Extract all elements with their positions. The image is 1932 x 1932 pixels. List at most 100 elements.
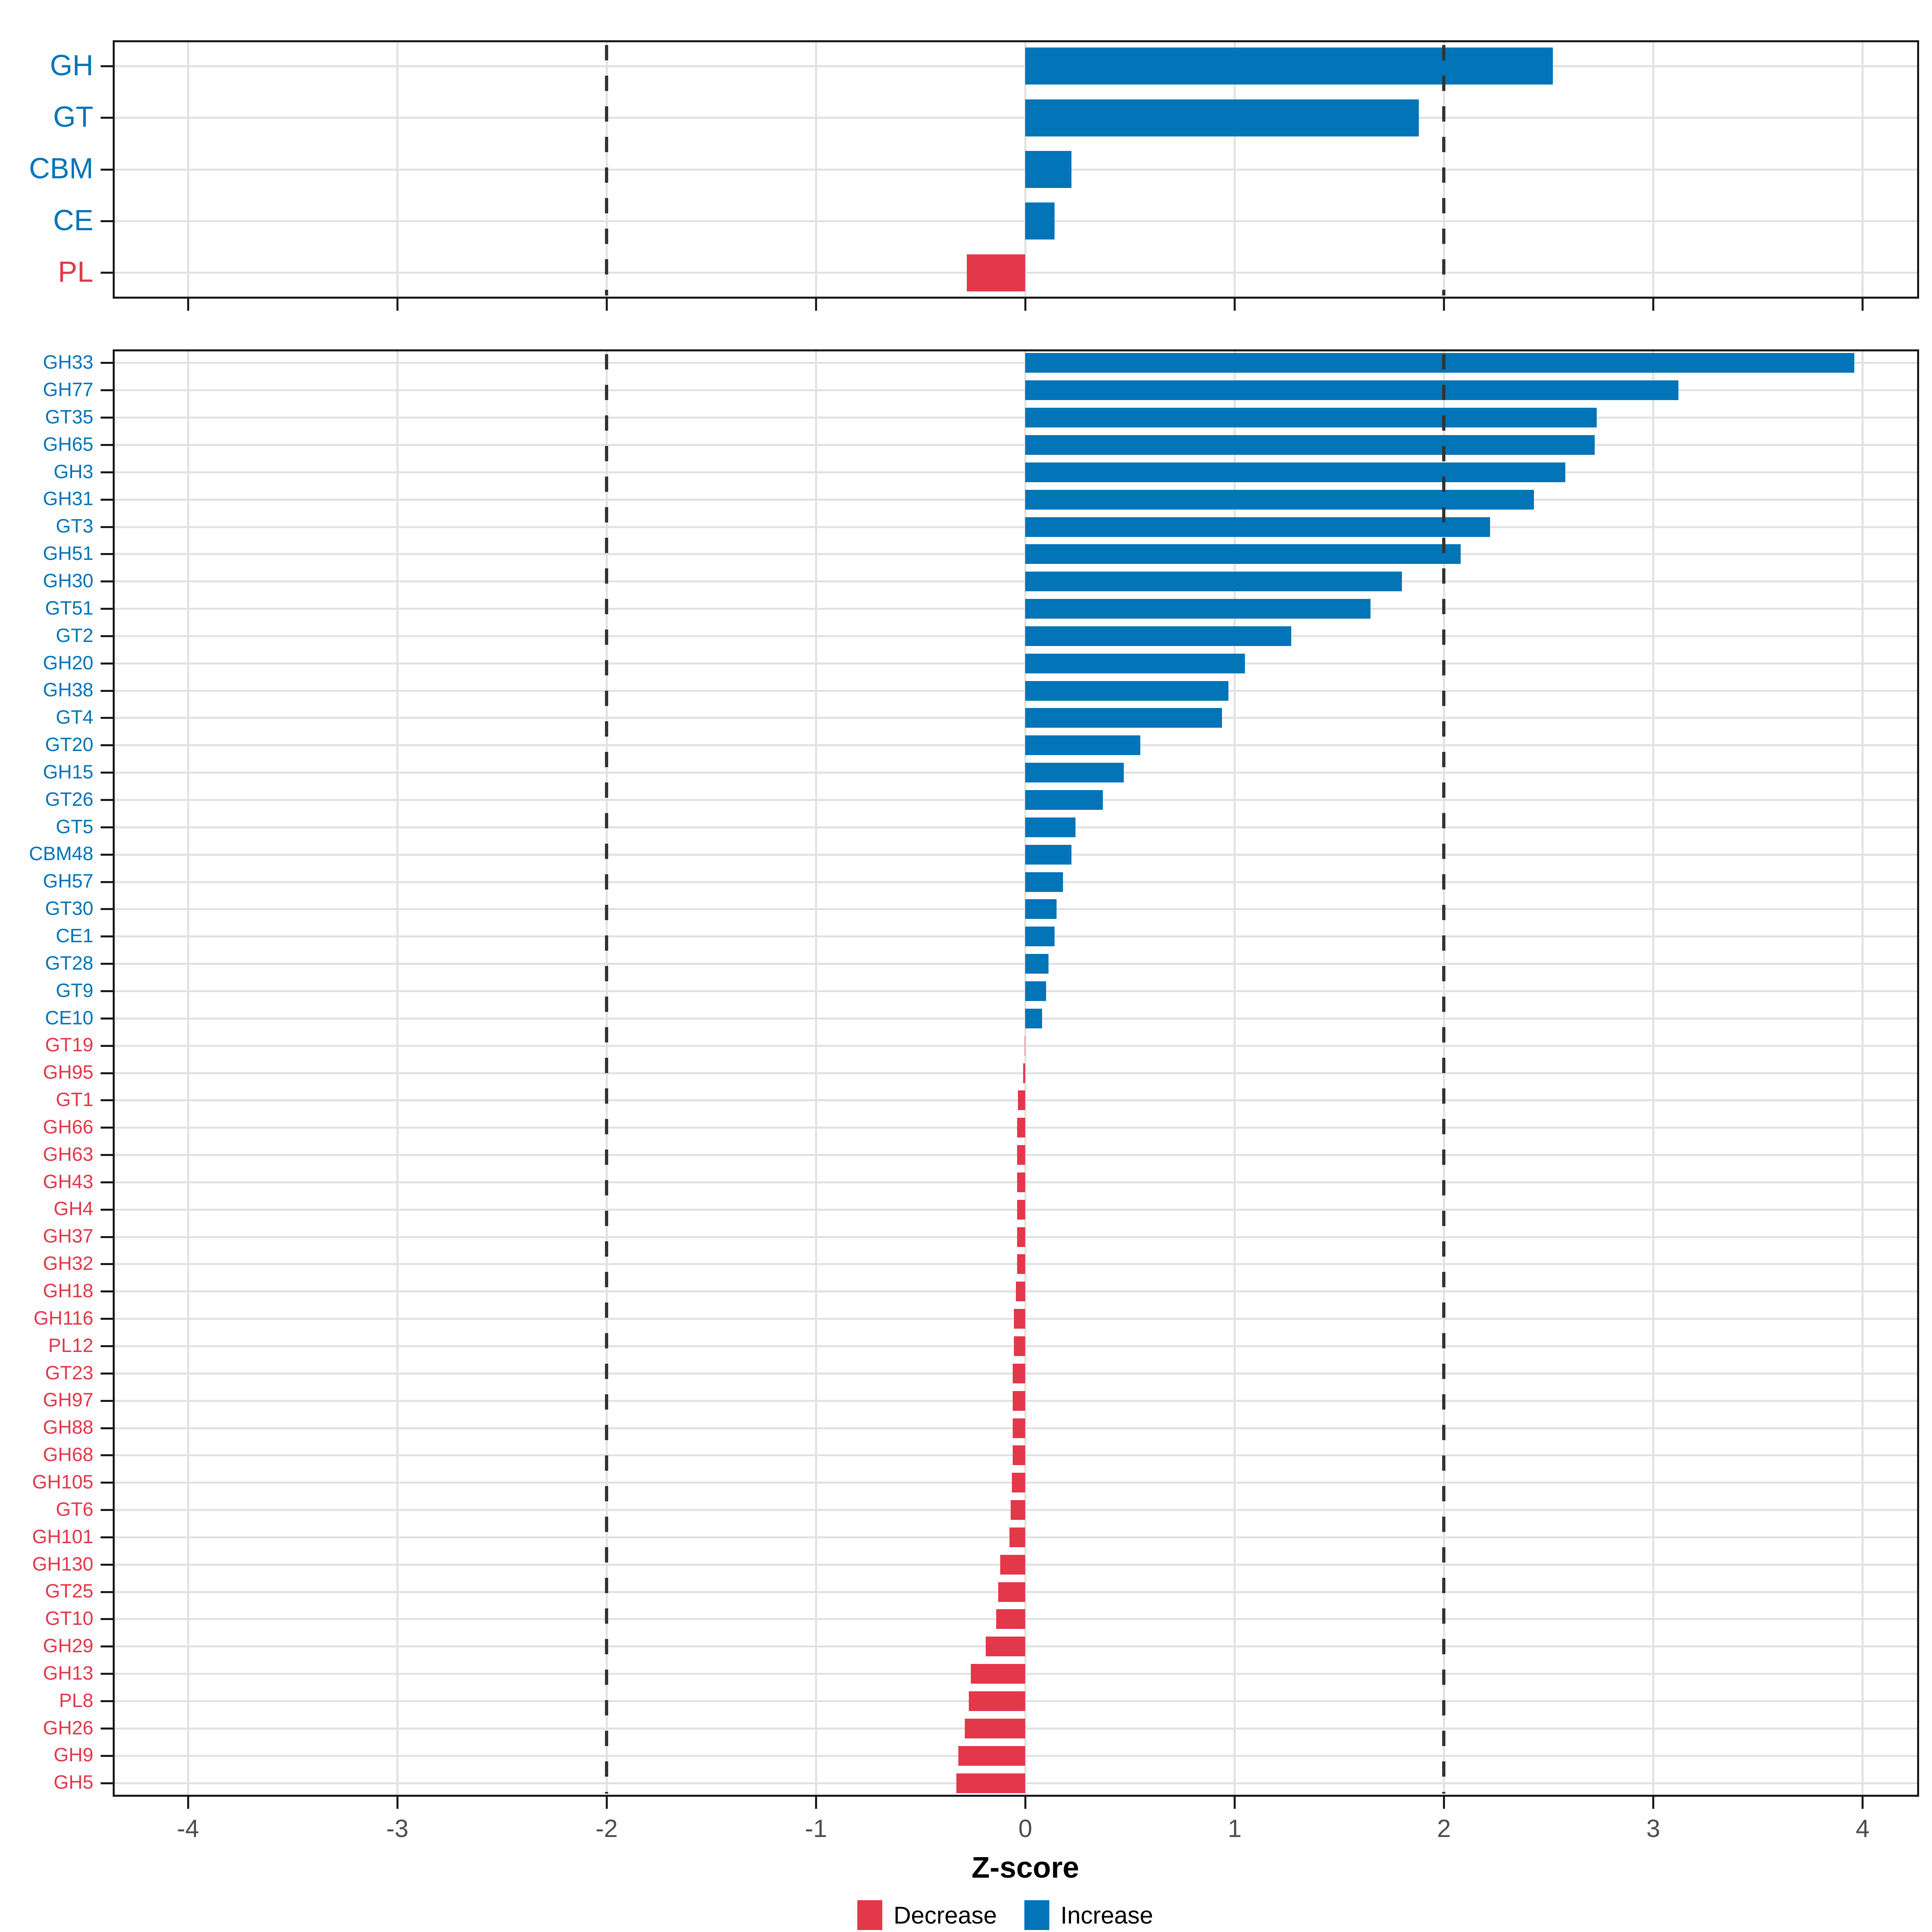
gridline-horizontal bbox=[113, 1099, 1919, 1102]
bar-CE bbox=[1025, 202, 1055, 240]
x-axis-tick bbox=[815, 299, 817, 311]
gridline-horizontal bbox=[113, 553, 1919, 555]
gridline-horizontal bbox=[113, 117, 1919, 119]
y-axis-tick bbox=[101, 1700, 113, 1703]
y-axis-tick bbox=[101, 990, 113, 992]
gridline-horizontal bbox=[113, 963, 1919, 965]
y-axis-tick bbox=[101, 1345, 113, 1347]
y-axis-tick bbox=[101, 1727, 113, 1730]
bar-GT10 bbox=[996, 1609, 1026, 1629]
y-axis-tick bbox=[101, 1618, 113, 1620]
bar-PL8 bbox=[968, 1691, 1026, 1711]
reference-line-dash bbox=[605, 1425, 609, 1440]
bar-GH88 bbox=[1013, 1418, 1026, 1438]
legend-swatch-decrease bbox=[857, 1900, 882, 1930]
y-axis-label-GH116: GH116 bbox=[33, 1307, 93, 1329]
reference-line-dash bbox=[1442, 721, 1446, 737]
reference-line-dash bbox=[605, 599, 609, 614]
bar-GH15 bbox=[1025, 763, 1124, 783]
y-axis-tick bbox=[101, 908, 113, 910]
reference-line-dash bbox=[1442, 844, 1446, 859]
reference-line-dash bbox=[1442, 1058, 1446, 1073]
reference-line-dash bbox=[605, 813, 609, 828]
gridline-horizontal bbox=[113, 881, 1919, 883]
y-axis-tick bbox=[101, 444, 113, 446]
reference-line-dash bbox=[1442, 1180, 1446, 1195]
bar-GH20 bbox=[1025, 653, 1245, 673]
y-axis-tick bbox=[101, 272, 113, 274]
reference-line-dash bbox=[1442, 290, 1446, 295]
reference-line-dash bbox=[605, 1517, 609, 1532]
y-axis-tick bbox=[101, 772, 113, 774]
y-axis-tick bbox=[101, 117, 113, 119]
y-axis-label-GT6: GT6 bbox=[56, 1499, 93, 1520]
gridline-horizontal bbox=[113, 744, 1919, 747]
y-axis-tick bbox=[101, 1208, 113, 1211]
y-axis-tick bbox=[101, 417, 113, 419]
bar-GT20 bbox=[1025, 735, 1141, 755]
reference-line-dash bbox=[605, 1119, 609, 1134]
x-tick-label-4: 4 bbox=[1856, 1815, 1870, 1843]
reference-line-dash bbox=[1442, 45, 1446, 60]
y-axis-label-GT2: GT2 bbox=[56, 625, 93, 646]
y-axis-label-GH66: GH66 bbox=[43, 1116, 93, 1138]
gridline-horizontal bbox=[113, 1072, 1919, 1074]
reference-line-dash bbox=[605, 1792, 609, 1794]
y-axis-label-GH31: GH31 bbox=[43, 488, 93, 510]
y-axis-tick bbox=[101, 1154, 113, 1156]
y-axis-tick bbox=[101, 526, 113, 528]
reference-line-dash bbox=[605, 997, 609, 1012]
y-axis-label-CE: CE bbox=[53, 204, 93, 237]
reference-line-dash bbox=[605, 1027, 609, 1042]
reference-line-dash bbox=[605, 259, 609, 275]
y-axis-tick bbox=[101, 1290, 113, 1293]
reference-line-dash bbox=[1442, 1027, 1446, 1042]
y-axis-label-PL8: PL8 bbox=[59, 1690, 93, 1711]
bar-GH5 bbox=[956, 1773, 1026, 1793]
gridline-horizontal bbox=[113, 220, 1919, 222]
reference-line-dash bbox=[605, 446, 609, 461]
reference-line-dash bbox=[605, 1272, 609, 1287]
reference-line-dash bbox=[1442, 1455, 1446, 1471]
reference-line-dash bbox=[605, 1058, 609, 1073]
reference-line-dash bbox=[1442, 1639, 1446, 1654]
reference-line-dash bbox=[605, 1150, 609, 1165]
x-axis-tick bbox=[396, 1797, 398, 1809]
reference-line-dash bbox=[1442, 1761, 1446, 1777]
reference-line-dash bbox=[1442, 997, 1446, 1012]
y-axis-tick bbox=[101, 1127, 113, 1129]
y-axis-tick bbox=[101, 935, 113, 938]
reference-line-dash bbox=[605, 874, 609, 890]
reference-line-dash bbox=[1442, 935, 1446, 951]
y-axis-tick bbox=[101, 168, 113, 171]
y-axis-label-GH5: GH5 bbox=[54, 1772, 93, 1794]
y-axis-label-GH9: GH9 bbox=[54, 1744, 93, 1766]
reference-line-dash bbox=[605, 385, 609, 400]
x-axis-title: Z-score bbox=[971, 1851, 1080, 1884]
bar-GH63 bbox=[1017, 1145, 1026, 1165]
gridline-horizontal bbox=[113, 853, 1919, 856]
reference-line-dash bbox=[605, 935, 609, 951]
y-axis-tick bbox=[101, 1754, 113, 1757]
gridline-horizontal bbox=[113, 935, 1919, 938]
y-axis-label-GT35: GT35 bbox=[45, 406, 93, 428]
y-axis-label-GH13: GH13 bbox=[43, 1662, 93, 1684]
reference-line-dash bbox=[605, 137, 609, 152]
gridline-horizontal bbox=[113, 1236, 1919, 1238]
bar-PL12 bbox=[1013, 1336, 1026, 1356]
reference-line-dash bbox=[1442, 385, 1446, 400]
y-axis-label-GH33: GH33 bbox=[43, 352, 93, 374]
y-axis-tick bbox=[101, 799, 113, 801]
reference-line-dash bbox=[605, 1486, 609, 1501]
reference-line-dash bbox=[1442, 1364, 1446, 1379]
bar-GH4 bbox=[1017, 1199, 1026, 1220]
reference-line-dash bbox=[1442, 782, 1446, 798]
bar-GH37 bbox=[1017, 1227, 1026, 1247]
bar-GH130 bbox=[1000, 1554, 1026, 1575]
reference-line-dash bbox=[1442, 1272, 1446, 1287]
y-axis-label-GH88: GH88 bbox=[43, 1417, 93, 1439]
bar-GT3 bbox=[1025, 517, 1490, 537]
gridline-horizontal bbox=[113, 1044, 1919, 1047]
x-axis-tick bbox=[1233, 299, 1236, 311]
bar-GT9 bbox=[1025, 981, 1046, 1001]
